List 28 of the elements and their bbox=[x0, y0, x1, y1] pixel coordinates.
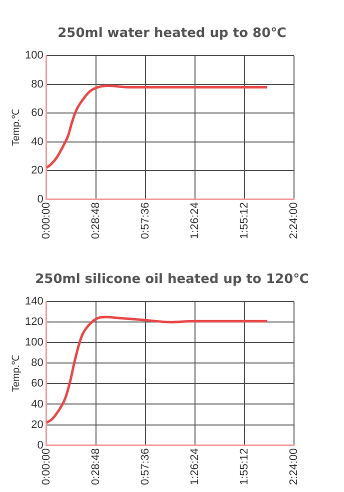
y-tick-label: 40 bbox=[31, 136, 44, 148]
y-axis-title: Temp.℃ bbox=[10, 108, 22, 146]
y-tick-label: 80 bbox=[31, 78, 44, 90]
x-tick-label: 2:24:00 bbox=[288, 202, 300, 239]
y-tick-label: 80 bbox=[31, 357, 44, 370]
x-tick-label: 0:28:48 bbox=[90, 448, 102, 485]
y-tick-label: 40 bbox=[31, 398, 44, 410]
y-tick-label: 140 bbox=[24, 296, 44, 308]
y-axis-title: Temp.℃ bbox=[10, 354, 22, 392]
x-tick-label: 2:24:00 bbox=[288, 448, 300, 485]
x-tick-label: 0:28:48 bbox=[90, 202, 102, 239]
y-tick-label: 20 bbox=[31, 164, 44, 177]
x-tick-label: 0:57:36 bbox=[139, 202, 152, 239]
y-tick-label: 20 bbox=[31, 418, 44, 431]
y-tick-label: 100 bbox=[24, 336, 44, 349]
x-tick-label: 1:55:12 bbox=[238, 448, 250, 485]
x-tick-label: 0:57:36 bbox=[139, 448, 152, 485]
y-tick-label: 100 bbox=[24, 50, 44, 62]
chart-title: 250ml water heated up to 80℃ bbox=[56, 25, 288, 43]
x-tick-label: 1:26:24 bbox=[188, 448, 201, 485]
chart-title: 250ml silicone oil heated up to 120℃ bbox=[34, 271, 310, 289]
line-series bbox=[46, 84, 268, 169]
x-tick-label: 1:26:24 bbox=[188, 202, 201, 239]
y-tick-label: 60 bbox=[31, 378, 44, 390]
y-tick-label: 120 bbox=[24, 316, 44, 328]
y-tick-label: 60 bbox=[31, 107, 44, 120]
x-tick-label: 1:55:12 bbox=[238, 202, 250, 239]
line-series bbox=[46, 316, 268, 424]
